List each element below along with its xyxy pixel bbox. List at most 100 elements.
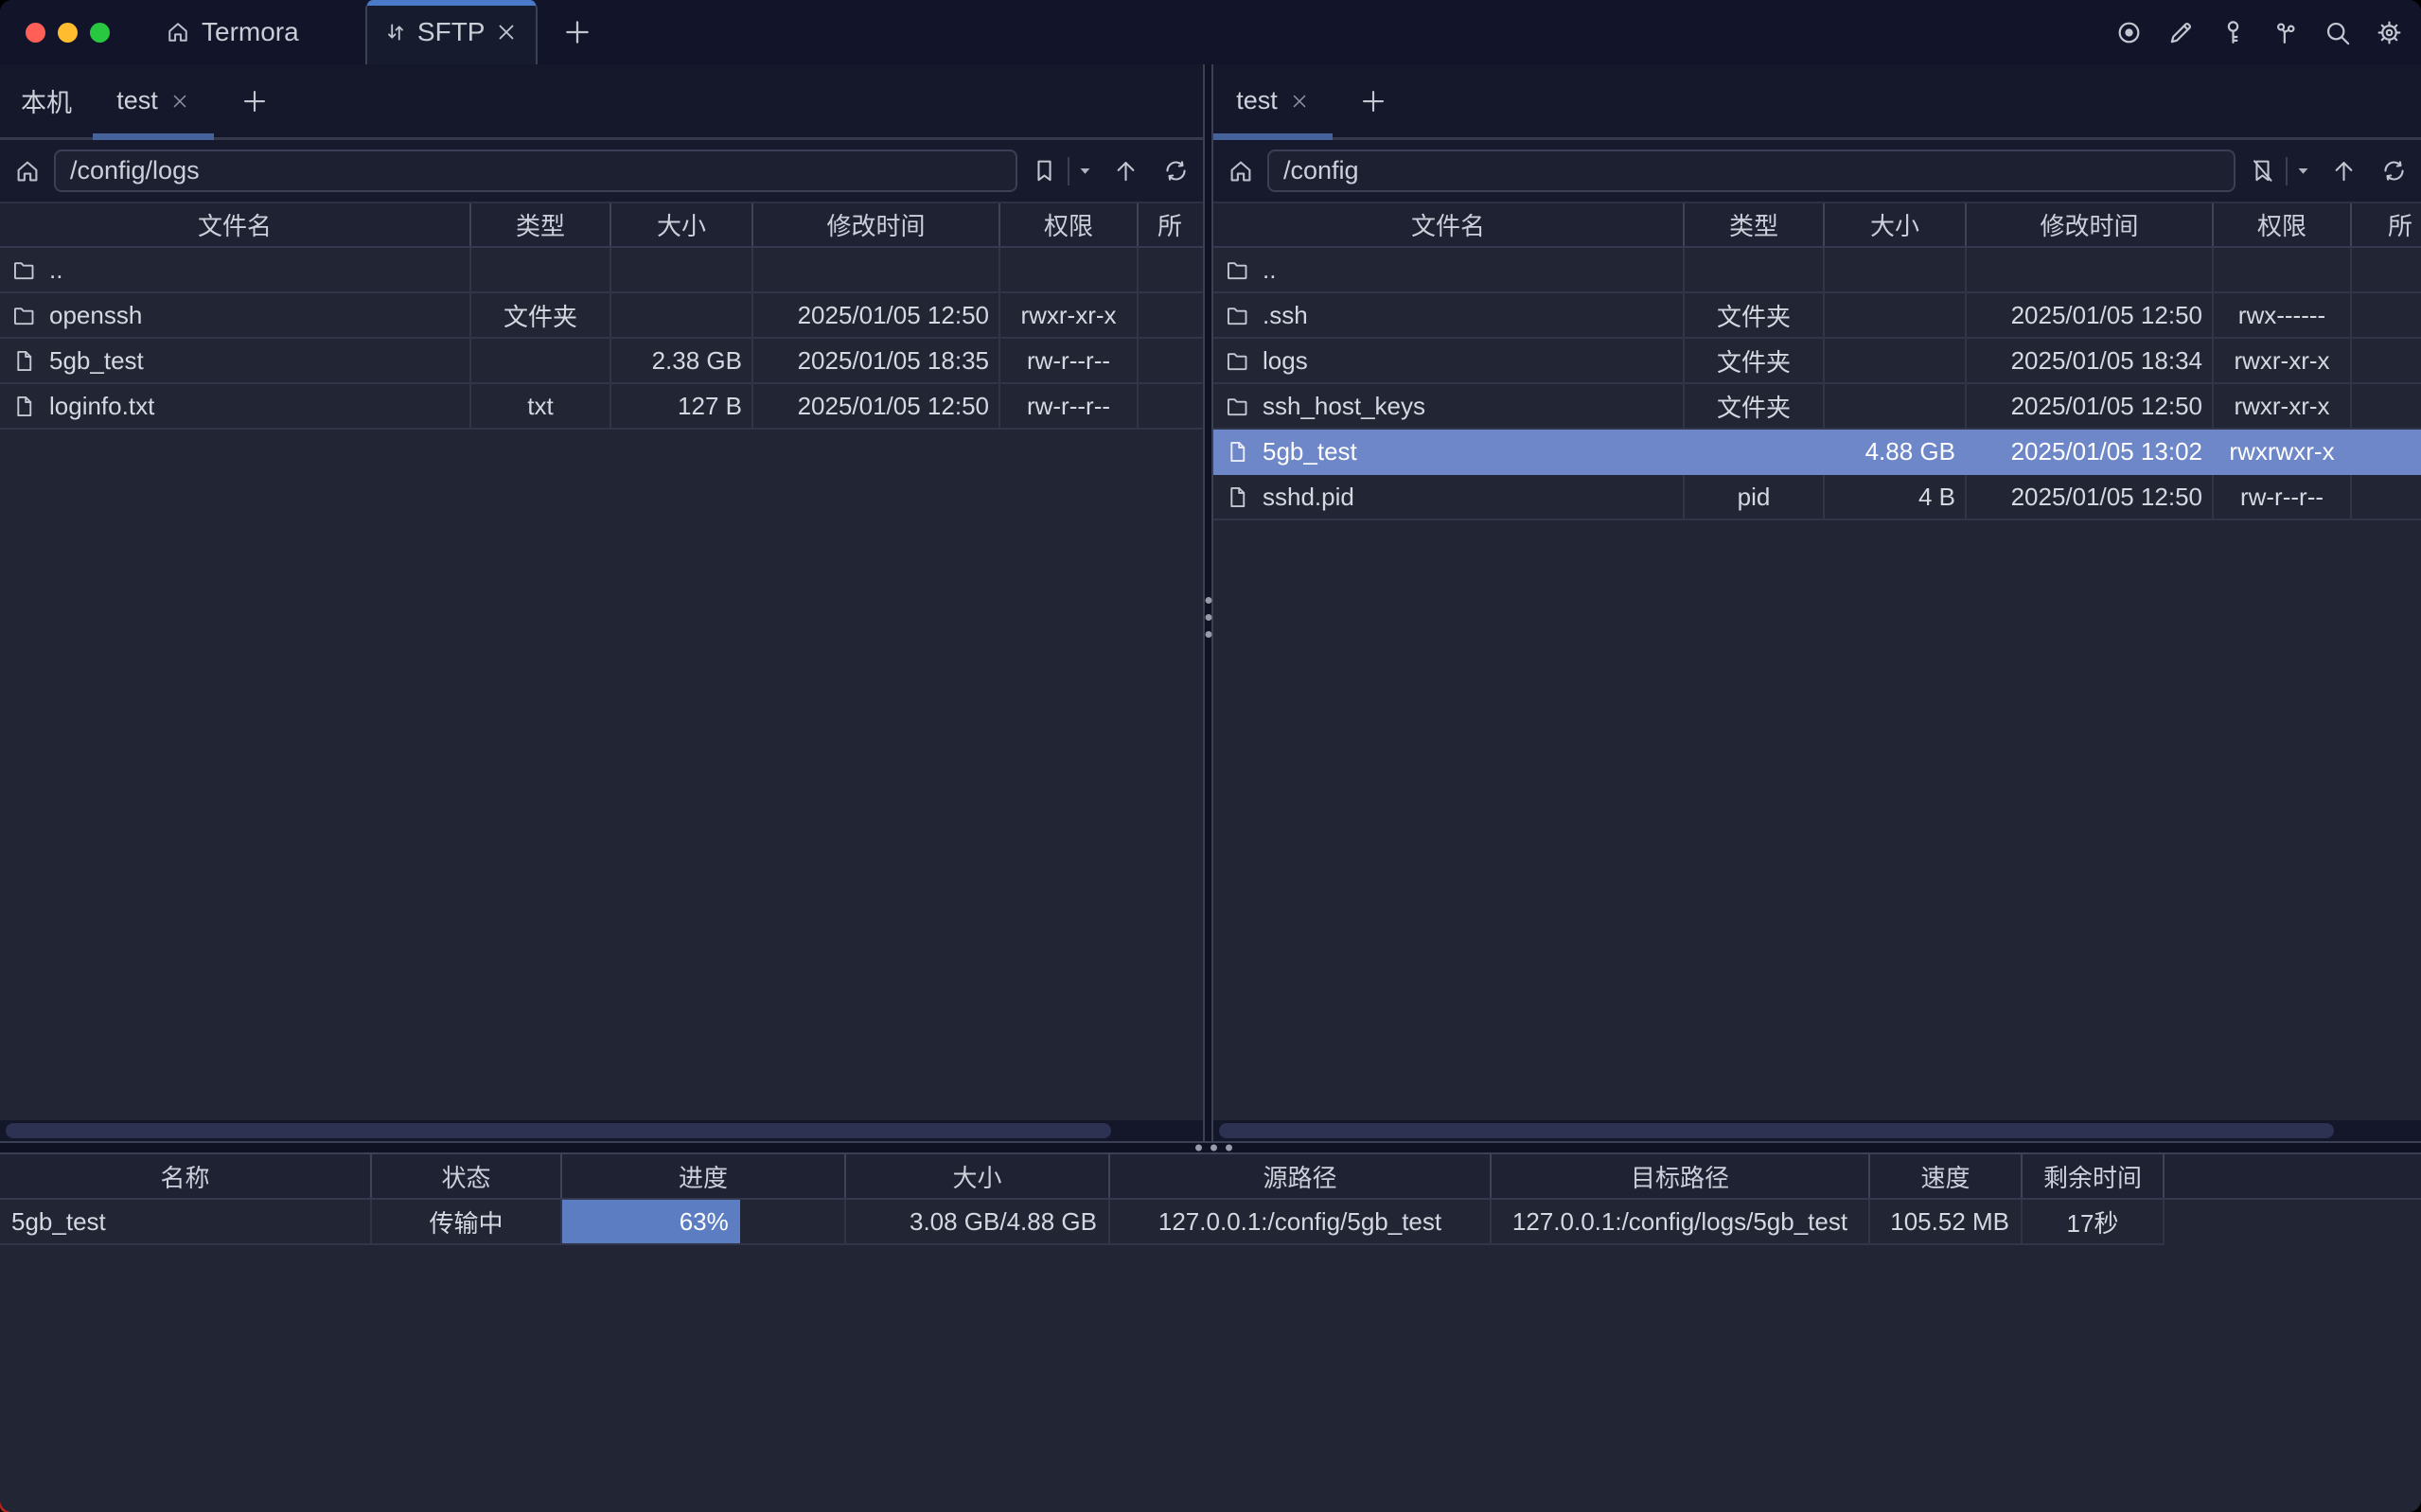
column-header-filename[interactable]: 文件名 [0, 203, 471, 246]
file-mtime: 2025/01/05 18:34 [1967, 339, 2214, 384]
transfer-row[interactable]: 5gb_test 传输中 63% 3.08 GB/4.88 GB 127.0.0… [0, 1200, 2421, 1245]
table-row[interactable]: ssh_host_keys 文件夹 2025/01/05 12:50 rwxr-… [1213, 384, 2421, 430]
file-name: .. [49, 255, 63, 284]
home-icon[interactable] [1227, 157, 1255, 185]
file-icon [11, 348, 37, 374]
tab-termora-home[interactable]: Termora [165, 17, 299, 47]
column-header-filename[interactable]: 文件名 [1213, 203, 1685, 246]
transfer-panel-splitter[interactable] [0, 1141, 2421, 1154]
new-session-tab-button[interactable] [240, 64, 269, 137]
column-header-type[interactable]: 类型 [471, 203, 611, 246]
tab-test-session[interactable]: test [93, 64, 214, 140]
file-owner [2352, 475, 2421, 520]
refresh-icon[interactable] [2380, 157, 2408, 185]
close-icon[interactable] [169, 91, 190, 112]
table-row[interactable]: sshd.pid pid 4 B 2025/01/05 12:50 rw-r--… [1213, 475, 2421, 520]
titlebar: Termora SFTP [0, 0, 2421, 64]
column-header-status[interactable]: 状态 [372, 1154, 562, 1198]
up-arrow-icon[interactable] [2330, 157, 2358, 185]
file-type: 文件夹 [1685, 384, 1825, 430]
column-header-name[interactable]: 名称 [0, 1154, 372, 1198]
right-pathbar: /config [1213, 140, 2421, 202]
column-header-mtime[interactable]: 修改时间 [1967, 203, 2214, 246]
home-icon[interactable] [13, 157, 42, 185]
refresh-icon[interactable] [1162, 157, 1190, 185]
zoom-window-button[interactable] [90, 22, 110, 43]
column-header-source-path[interactable]: 源路径 [1110, 1154, 1492, 1198]
bookmark-icon[interactable] [1031, 157, 1058, 185]
file-type [1685, 430, 1825, 475]
file-name: sshd.pid [1263, 482, 1354, 511]
active-tab-underline [1213, 133, 1333, 140]
file-owner [1139, 339, 1203, 384]
file-name: loginfo.txt [49, 391, 155, 420]
pane-splitter[interactable] [1203, 64, 1213, 1141]
caret-down-icon[interactable] [1077, 163, 1093, 179]
tab-label: test [1236, 86, 1278, 114]
table-row[interactable]: .. [1213, 248, 2421, 293]
bookmark-slash-icon[interactable] [2249, 157, 2276, 185]
file-name: logs [1263, 345, 1308, 375]
file-perm: rwxrwxr-x [2229, 436, 2335, 466]
left-path-input[interactable]: /config/logs [54, 149, 1017, 192]
key-icon[interactable] [2218, 18, 2248, 47]
tab-label: test [116, 86, 158, 114]
minimize-window-button[interactable] [58, 22, 78, 43]
file-perm: rwxr-xr-x [2214, 384, 2352, 430]
keychain-icon[interactable] [2271, 18, 2300, 47]
edit-icon[interactable] [2166, 18, 2196, 47]
search-icon[interactable] [2323, 18, 2352, 47]
right-path-input[interactable]: /config [1267, 149, 2235, 192]
new-session-tab-button[interactable] [1359, 64, 1387, 137]
record-icon[interactable] [2114, 18, 2144, 47]
close-icon[interactable] [1289, 91, 1310, 112]
file-name: 5gb_test [1263, 436, 1357, 466]
tab-local-machine[interactable]: 本机 [0, 64, 93, 137]
table-row[interactable]: 5gb_test 2.38 GB 2025/01/05 18:35 rw-r--… [0, 339, 1203, 384]
column-header-remaining-time[interactable]: 剩余时间 [2023, 1154, 2165, 1198]
file-owner [1139, 248, 1203, 293]
column-header-owner[interactable]: 所 [1157, 212, 1183, 240]
transfer-panel-empty-area [0, 1245, 2421, 1512]
column-header-permissions[interactable]: 权限 [1000, 203, 1139, 246]
column-header-target-path[interactable]: 目标路径 [1492, 1154, 1870, 1198]
file-mtime: 2025/01/05 13:02 [2010, 436, 2202, 466]
table-row[interactable]: .. [0, 248, 1203, 293]
right-file-list: .. .ssh 文件夹 2025/01/05 12:50 rwx------ [1213, 248, 2421, 1120]
tab-test-session[interactable]: test [1213, 64, 1333, 140]
folder-icon [11, 303, 37, 328]
close-icon[interactable] [494, 20, 519, 44]
left-file-list: .. openssh 文件夹 2025/01/05 12:50 rwxr-xr-… [0, 248, 1203, 1120]
file-type: 文件夹 [1685, 293, 1825, 339]
column-header-size[interactable]: 大小 [611, 203, 753, 246]
table-row[interactable]: loginfo.txt txt 127 B 2025/01/05 12:50 r… [0, 384, 1203, 430]
column-header-speed[interactable]: 速度 [1870, 1154, 2023, 1198]
table-row[interactable]: openssh 文件夹 2025/01/05 12:50 rwxr-xr-x [0, 293, 1203, 339]
column-header-size[interactable]: 大小 [846, 1154, 1110, 1198]
table-row[interactable]: logs 文件夹 2025/01/05 18:34 rwxr-xr-x [1213, 339, 2421, 384]
column-header-progress[interactable]: 进度 [562, 1154, 846, 1198]
scrollbar-thumb[interactable] [1219, 1123, 2334, 1138]
transfer-speed: 105.52 MB [1870, 1200, 2023, 1245]
column-header-type[interactable]: 类型 [1685, 203, 1825, 246]
transfer-name: 5gb_test [0, 1200, 372, 1245]
settings-icon[interactable] [2375, 18, 2404, 47]
caret-down-icon[interactable] [2295, 163, 2311, 179]
plus-icon [240, 87, 269, 115]
close-window-button[interactable] [26, 22, 45, 43]
file-size [1825, 248, 1967, 293]
new-tab-button[interactable] [562, 17, 592, 47]
table-row[interactable]: .ssh 文件夹 2025/01/05 12:50 rwx------ [1213, 293, 2421, 339]
column-header-permissions[interactable]: 权限 [2214, 203, 2352, 246]
column-header-size[interactable]: 大小 [1825, 203, 1967, 246]
tab-sftp[interactable]: SFTP [364, 0, 538, 64]
file-size [611, 293, 753, 339]
column-header-owner[interactable]: 所 [2388, 212, 2413, 240]
progress-fill: 63% [562, 1200, 740, 1243]
home-icon [165, 19, 191, 45]
up-arrow-icon[interactable] [1112, 157, 1140, 185]
column-header-mtime[interactable]: 修改时间 [753, 203, 1000, 246]
scrollbar-thumb[interactable] [6, 1123, 1111, 1138]
table-row-selected[interactable]: 5gb_test 4.88 GB 2025/01/05 13:02 rwxrwx… [1213, 430, 2421, 475]
